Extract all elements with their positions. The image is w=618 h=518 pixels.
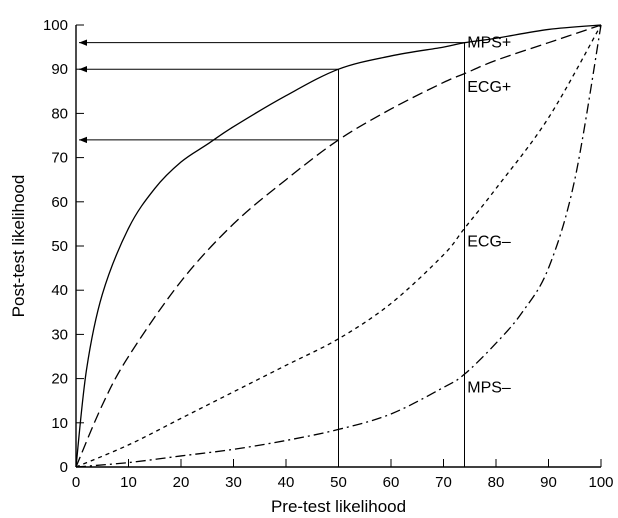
x-tick-label: 40 <box>278 474 295 491</box>
y-tick-label: 100 <box>43 17 68 34</box>
x-tick-label: 0 <box>72 474 80 491</box>
y-tick-label: 90 <box>51 61 68 78</box>
x-axis-title: Pre-test likelihood <box>271 497 406 516</box>
series-line-ecg-plus <box>75 24 602 468</box>
series-label-ecg-plus: ECG+ <box>467 79 511 96</box>
y-tick-label: 40 <box>51 282 68 299</box>
y-tick-label: 70 <box>51 150 68 167</box>
y-tick-label: 60 <box>51 194 68 211</box>
series-line-mps-plus <box>75 24 602 468</box>
labels: MPS+ ECG+ ECG– MPS– <box>467 35 511 397</box>
y-tick-label: 20 <box>51 371 68 388</box>
y-tick-label: 80 <box>51 105 68 122</box>
x-tick-label: 80 <box>488 474 505 491</box>
x-tick-label: 100 <box>588 474 613 491</box>
x-tick-label: 70 <box>435 474 452 491</box>
series-label-mps-plus: MPS+ <box>467 35 511 52</box>
y-tick-label: 50 <box>51 238 68 255</box>
x-tick-label: 30 <box>225 474 242 491</box>
x-tick-label: 50 <box>330 474 347 491</box>
x-tick-label: 20 <box>173 474 190 491</box>
y-tick-label: 30 <box>51 326 68 343</box>
reference-lines <box>79 39 465 467</box>
y-axis-title: Post-test likelihood <box>9 175 28 318</box>
series-line-ecg-minus <box>75 24 602 468</box>
series-group <box>75 24 602 468</box>
y-tick-label: 10 <box>51 415 68 432</box>
x-tick-label: 90 <box>540 474 557 491</box>
x-tick-label: 10 <box>120 474 137 491</box>
axes: 0 10 20 30 40 50 60 70 80 90 100 0 10 20 30 40 50 60 70 80 9… <box>43 17 614 491</box>
x-tick-label: 60 <box>383 474 400 491</box>
series-label-ecg-minus: ECG– <box>467 234 511 251</box>
y-tick-label: 0 <box>60 459 68 476</box>
series-label-mps-minus: MPS– <box>467 379 511 396</box>
series-line-mps-minus <box>75 24 602 468</box>
